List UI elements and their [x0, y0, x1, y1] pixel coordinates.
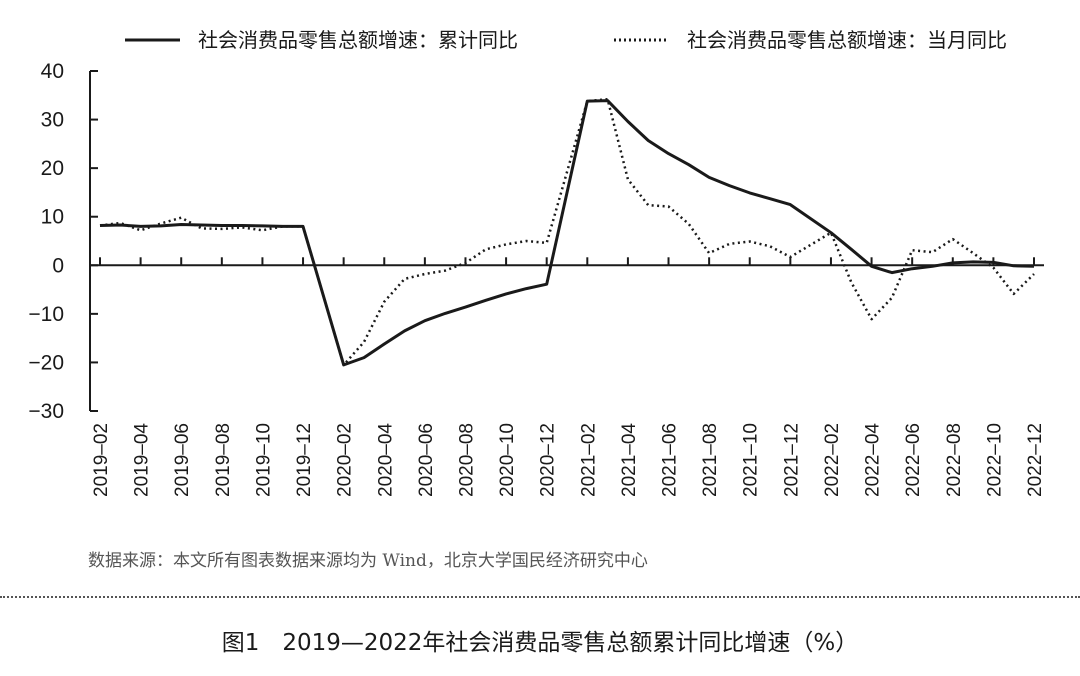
x-tick-label: 2021–04 [619, 423, 640, 497]
x-tick-label: 2019–06 [172, 423, 193, 497]
x-tick-label: 2022–02 [822, 423, 843, 497]
y-tick-label: 30 [41, 109, 64, 132]
y-tick-label: −30 [28, 400, 64, 423]
x-tick-label: 2020–02 [335, 423, 356, 497]
y-tick-label: 20 [41, 157, 64, 180]
x-tick-label: 2022–12 [1025, 423, 1046, 497]
x-tick-label: 2021–06 [660, 423, 681, 497]
line-chart: 社会消费品零售总额增速：累计同比 社会消费品零售总额增速：当月同比 40 30 20… [28, 28, 1046, 497]
y-tick-label: 40 [41, 60, 64, 83]
x-tick-label: 2022–04 [863, 423, 884, 497]
legend-label-monthly: 社会消费品零售总额增速：当月同比 [687, 28, 1007, 52]
x-tick-label: 2020–10 [497, 423, 518, 497]
x-tick-label: 2019–10 [253, 423, 274, 497]
series-layer [99, 97, 1035, 367]
y-axis: 40 30 20 10 0 −10 −20 −30 [28, 60, 98, 423]
figure-caption: 图1 2019—2022年社会消费品零售总额累计同比增速（%） [221, 630, 859, 656]
y-tick-label: 0 [52, 254, 64, 277]
source-note: 数据来源：本文所有图表数据来源均为 Wind，北京大学国民经济研究中心 [88, 551, 648, 571]
x-tick-label: 2021–10 [741, 423, 762, 497]
x-axis: 2019–02 2019–04 2019–06 2019–08 2019–10 2019–… [90, 257, 1046, 497]
x-tick-label: 2022–10 [984, 423, 1005, 497]
x-tick-label: 2020–08 [456, 423, 477, 497]
y-tick-label: −10 [28, 303, 64, 326]
series-line-monthly [99, 97, 1035, 367]
x-tick-label: 2022–08 [944, 423, 965, 497]
x-tick-label: 2019–04 [132, 423, 153, 497]
series-line-cumulative [99, 99, 1035, 367]
x-tick-label: 2020–06 [416, 423, 437, 497]
x-tick-label: 2022–06 [903, 423, 924, 497]
x-tick-label: 2020–04 [375, 423, 396, 497]
x-tick-label: 2021–08 [700, 423, 721, 497]
x-tick-label: 2019–12 [294, 423, 315, 497]
x-tick-label: 2019–08 [213, 423, 234, 497]
dotted-separator [0, 596, 1080, 598]
y-tick-label: 10 [41, 206, 64, 229]
x-tick-label: 2019–02 [91, 423, 112, 497]
legend: 社会消费品零售总额增速：累计同比 社会消费品零售总额增速：当月同比 [125, 28, 1007, 52]
x-tick-label: 2021–02 [578, 423, 599, 497]
legend-label-cumulative: 社会消费品零售总额增速：累计同比 [198, 28, 518, 52]
y-tick-label: −20 [28, 351, 64, 374]
x-tick-label: 2021–12 [781, 423, 802, 497]
x-tick-label: 2020–12 [538, 423, 559, 497]
